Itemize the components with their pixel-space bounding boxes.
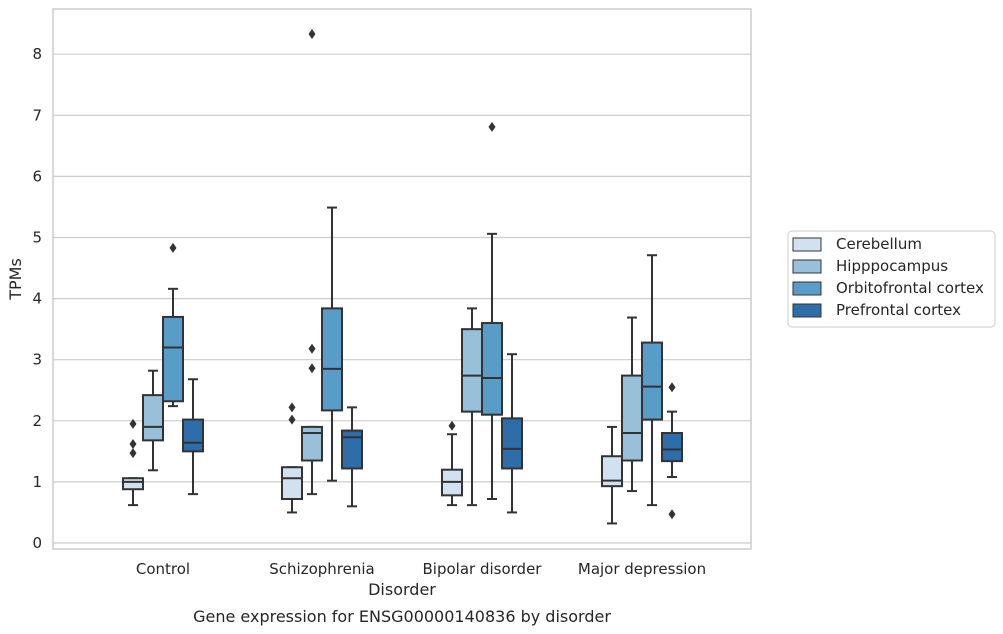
box-cerebellum-bipolar-disorder bbox=[441, 420, 463, 507]
legend-swatch bbox=[792, 281, 822, 296]
x-tick-label: Schizophrenia bbox=[269, 560, 374, 578]
y-tick-label: 3 bbox=[32, 351, 42, 369]
y-tick-label: 2 bbox=[32, 412, 42, 430]
chart-caption: Gene expression for ENSG00000140836 by d… bbox=[193, 607, 611, 626]
y-tick-label: 7 bbox=[32, 106, 42, 124]
y-tick-label: 8 bbox=[32, 45, 42, 63]
x-tick-label: Bipolar disorder bbox=[423, 560, 543, 578]
y-tick-label: 1 bbox=[32, 473, 42, 491]
box-cerebellum-major-depression bbox=[601, 425, 623, 525]
legend-swatch bbox=[792, 237, 822, 252]
box-iqr bbox=[601, 455, 623, 488]
box-iqr bbox=[621, 374, 643, 462]
x-axis-ticks: Control Schizophrenia Bipolar disorder Majo… bbox=[136, 560, 706, 578]
outlier-point bbox=[169, 242, 177, 253]
outlier-point bbox=[448, 420, 456, 431]
legend-swatch bbox=[792, 303, 822, 318]
x-axis-label: Disorder bbox=[368, 580, 436, 599]
x-tick-label: Major depression bbox=[578, 560, 706, 578]
y-tick-label: 6 bbox=[32, 167, 42, 185]
y-tick-label: 0 bbox=[32, 534, 42, 552]
box-prefrontal-cortex-major-depression bbox=[661, 382, 683, 520]
outlier-point bbox=[668, 382, 676, 393]
outlier-point bbox=[488, 121, 496, 132]
outlier-point bbox=[288, 414, 296, 425]
legend: Cerebellum Hipppocampus Orbitofrontal cort… bbox=[787, 230, 996, 328]
box-prefrontal-cortex-bipolar-disorder bbox=[501, 353, 523, 514]
box-iqr bbox=[321, 307, 343, 412]
box-hipppocampus-schizophrenia bbox=[301, 29, 323, 496]
outlier-point bbox=[308, 29, 316, 40]
box-iqr bbox=[661, 432, 683, 463]
box-hipppocampus-major-depression bbox=[621, 316, 643, 493]
legend-label: Orbitofrontal cortex bbox=[836, 279, 984, 297]
box-iqr bbox=[641, 341, 663, 421]
box-iqr bbox=[341, 429, 363, 470]
legend-label: Hipppocampus bbox=[836, 257, 948, 275]
box-iqr bbox=[182, 418, 204, 453]
legend-label: Prefrontal cortex bbox=[836, 301, 961, 319]
box-orbitofrontal-cortex-control bbox=[162, 242, 184, 408]
box-orbitofrontal-cortex-schizophrenia bbox=[321, 206, 343, 482]
outlier-point bbox=[288, 402, 296, 413]
box-prefrontal-cortex-schizophrenia bbox=[341, 406, 363, 508]
y-axis-label: TPMs bbox=[6, 258, 25, 301]
box-iqr bbox=[122, 477, 144, 491]
box-cerebellum-control bbox=[122, 418, 144, 507]
legend-frame bbox=[787, 230, 996, 328]
outlier-point bbox=[129, 418, 137, 429]
box-cerebellum-schizophrenia bbox=[281, 402, 303, 514]
box-iqr bbox=[501, 417, 523, 470]
outlier-point bbox=[129, 448, 137, 459]
box-iqr bbox=[461, 328, 483, 413]
box-iqr bbox=[281, 466, 303, 501]
box-iqr bbox=[142, 394, 164, 442]
box-orbitofrontal-cortex-major-depression bbox=[641, 254, 663, 507]
outlier-point bbox=[308, 363, 316, 374]
plot-frame bbox=[52, 8, 752, 550]
y-tick-label: 5 bbox=[32, 229, 42, 247]
x-tick-label: Control bbox=[136, 560, 190, 578]
outlier-point bbox=[129, 439, 137, 450]
legend-label: Cerebellum bbox=[836, 235, 922, 253]
box-iqr bbox=[301, 425, 323, 462]
box-orbitofrontal-cortex-bipolar-disorder bbox=[481, 121, 503, 501]
box-iqr bbox=[162, 315, 184, 403]
boxes bbox=[122, 29, 683, 525]
box-iqr bbox=[481, 322, 503, 416]
y-axis-ticks: 0 1 2 3 4 5 6 7 8 bbox=[32, 45, 42, 552]
box-hipppocampus-control bbox=[142, 369, 164, 472]
box-hipppocampus-bipolar-disorder bbox=[461, 307, 483, 507]
y-tick-label: 4 bbox=[32, 290, 42, 308]
box-prefrontal-cortex-control bbox=[182, 378, 204, 496]
legend-swatch bbox=[792, 259, 822, 274]
outlier-point bbox=[668, 509, 676, 520]
outlier-point bbox=[308, 343, 316, 354]
